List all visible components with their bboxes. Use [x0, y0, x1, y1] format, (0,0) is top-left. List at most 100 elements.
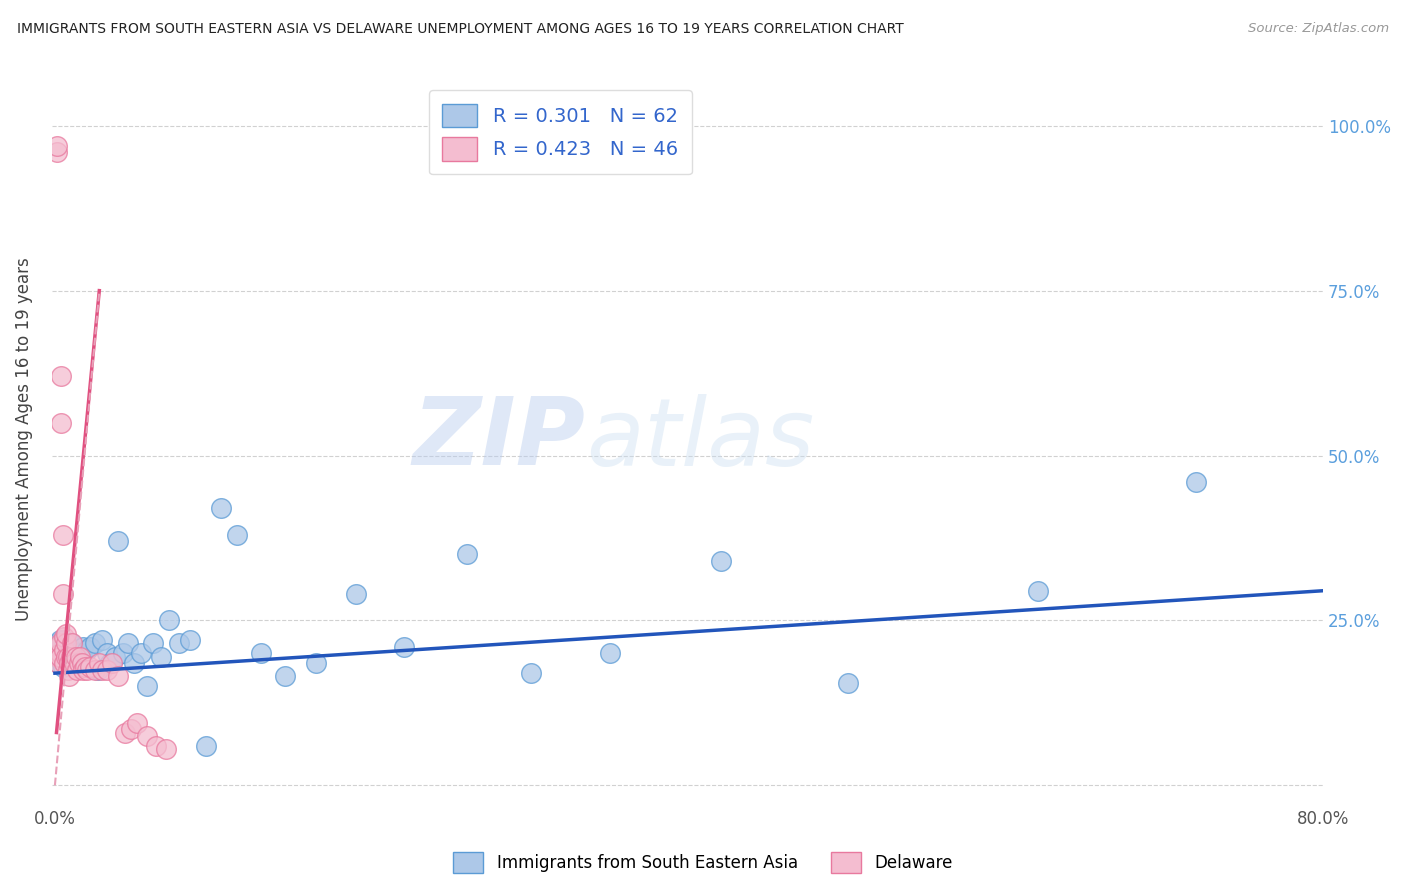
- Point: [52, 587, 75, 601]
- Point: [73, 659, 96, 673]
- Point: [456, 548, 478, 562]
- Point: [55, 626, 77, 640]
- Point: [96, 646, 118, 660]
- Point: [69, 649, 91, 664]
- Point: [76, 643, 98, 657]
- Point: [65, 649, 87, 664]
- Point: [250, 646, 273, 660]
- Point: [127, 715, 149, 730]
- Y-axis label: Unemployment Among Ages 16 to 19 years: Unemployment Among Ages 16 to 19 years: [15, 257, 32, 621]
- Point: [226, 527, 249, 541]
- Point: [69, 646, 91, 660]
- Point: [1185, 475, 1208, 489]
- Point: [51, 416, 73, 430]
- Point: [117, 636, 139, 650]
- Point: [100, 657, 122, 671]
- Point: [107, 669, 129, 683]
- Point: [91, 633, 114, 648]
- Text: IMMIGRANTS FROM SOUTH EASTERN ASIA VS DELAWARE UNEMPLOYMENT AMONG AGES 16 TO 19 : IMMIGRANTS FROM SOUTH EASTERN ASIA VS DE…: [17, 22, 904, 37]
- Point: [107, 534, 129, 549]
- Point: [145, 739, 167, 753]
- Point: [48, 636, 70, 650]
- Point: [305, 657, 328, 671]
- Point: [179, 633, 201, 648]
- Point: [59, 649, 82, 664]
- Point: [55, 649, 77, 664]
- Point: [66, 653, 89, 667]
- Point: [53, 643, 76, 657]
- Point: [60, 643, 83, 657]
- Point: [392, 640, 415, 654]
- Point: [56, 643, 79, 657]
- Point: [519, 666, 541, 681]
- Point: [101, 657, 124, 671]
- Point: [46, 636, 69, 650]
- Point: [56, 663, 79, 677]
- Point: [52, 659, 75, 673]
- Point: [837, 676, 859, 690]
- Point: [53, 657, 76, 671]
- Point: [48, 633, 70, 648]
- Point: [58, 649, 80, 664]
- Point: [76, 663, 98, 677]
- Point: [129, 646, 152, 660]
- Point: [56, 657, 79, 671]
- Point: [72, 640, 94, 654]
- Point: [274, 669, 297, 683]
- Point: [53, 633, 76, 648]
- Point: [52, 640, 75, 654]
- Text: Source: ZipAtlas.com: Source: ZipAtlas.com: [1249, 22, 1389, 36]
- Point: [48, 649, 70, 664]
- Point: [73, 659, 96, 673]
- Point: [65, 646, 87, 660]
- Point: [209, 501, 232, 516]
- Point: [55, 636, 77, 650]
- Point: [60, 636, 83, 650]
- Point: [45, 145, 67, 160]
- Point: [59, 636, 82, 650]
- Point: [87, 663, 110, 677]
- Legend: Immigrants from South Eastern Asia, Delaware: Immigrants from South Eastern Asia, Dela…: [447, 846, 959, 880]
- Point: [53, 630, 76, 644]
- Point: [63, 649, 86, 664]
- Point: [51, 369, 73, 384]
- Point: [120, 723, 142, 737]
- Point: [56, 649, 79, 664]
- Point: [83, 663, 105, 677]
- Point: [135, 729, 157, 743]
- Point: [142, 636, 165, 650]
- Point: [344, 587, 367, 601]
- Point: [167, 636, 190, 650]
- Point: [83, 636, 105, 650]
- Point: [55, 649, 77, 664]
- Point: [53, 646, 76, 660]
- Point: [46, 640, 69, 654]
- Point: [48, 646, 70, 660]
- Point: [58, 669, 80, 683]
- Point: [150, 649, 173, 664]
- Point: [51, 636, 73, 650]
- Point: [79, 640, 101, 654]
- Text: atlas: atlas: [586, 393, 814, 484]
- Legend: R = 0.301   N = 62, R = 0.423   N = 46: R = 0.301 N = 62, R = 0.423 N = 46: [429, 90, 692, 175]
- Point: [79, 659, 101, 673]
- Point: [135, 679, 157, 693]
- Point: [58, 657, 80, 671]
- Point: [51, 653, 73, 667]
- Point: [58, 636, 80, 650]
- Point: [59, 657, 82, 671]
- Point: [70, 649, 93, 664]
- Point: [55, 636, 77, 650]
- Text: ZIP: ZIP: [413, 393, 586, 485]
- Point: [114, 725, 136, 739]
- Point: [52, 527, 75, 541]
- Point: [48, 646, 70, 660]
- Point: [67, 657, 90, 671]
- Point: [599, 646, 621, 660]
- Point: [66, 663, 89, 677]
- Point: [45, 649, 67, 664]
- Point: [45, 138, 67, 153]
- Point: [710, 554, 733, 568]
- Point: [122, 657, 145, 671]
- Point: [70, 657, 93, 671]
